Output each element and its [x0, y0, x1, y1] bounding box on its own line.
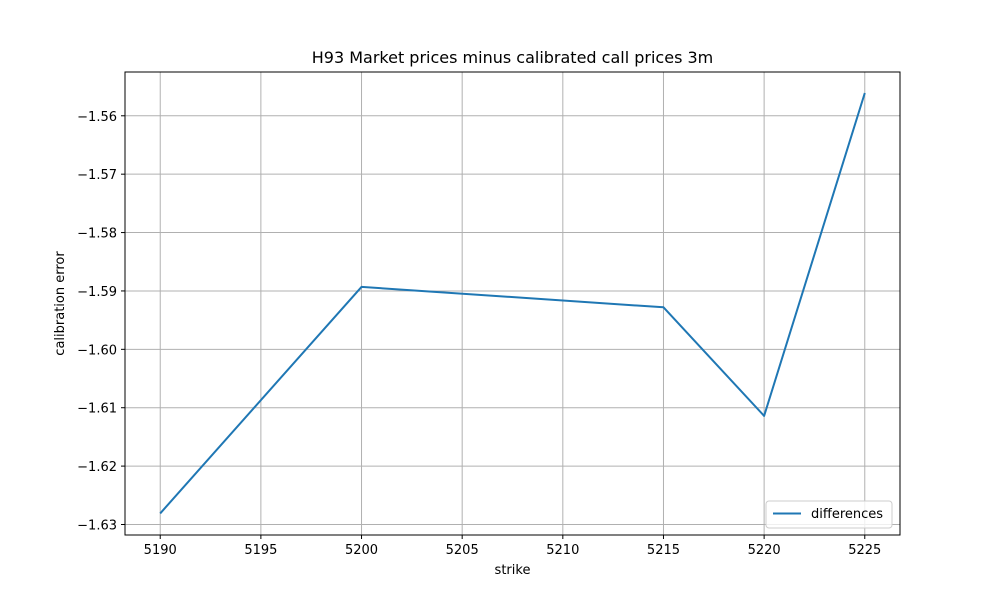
y-tick-label: −1.61 — [77, 402, 117, 417]
y-tick-label: −1.58 — [77, 227, 117, 242]
tick-layer: 5190 5195 5200 5205 5210 5215 5220 5225 −1.63 −1.… — [77, 110, 881, 558]
y-tick-label: −1.62 — [77, 460, 117, 475]
y-tick-label: −1.57 — [77, 168, 117, 183]
x-tick-label: 5190 — [144, 543, 177, 558]
x-tick-label: 5225 — [848, 543, 881, 558]
y-tick-label: −1.60 — [77, 343, 117, 358]
y-tick-label: −1.59 — [77, 285, 117, 300]
grid-layer — [125, 72, 900, 535]
x-axis-label: strike — [495, 563, 531, 578]
y-tick-label: −1.63 — [77, 518, 117, 533]
series-line-differences — [159, 92, 866, 515]
y-axis-label: calibration error — [53, 251, 68, 356]
x-tick-label: 5195 — [244, 543, 277, 558]
y-tick-label: −1.56 — [77, 110, 117, 125]
x-tick-label: 5220 — [748, 543, 781, 558]
legend-label: differences — [811, 507, 883, 522]
legend: differences — [765, 500, 893, 529]
x-tick-label: 5210 — [546, 543, 579, 558]
legend-box — [765, 500, 893, 529]
x-tick-label: 5205 — [446, 543, 479, 558]
x-tick-label: 5215 — [647, 543, 680, 558]
series-layer — [159, 92, 866, 515]
x-tick-label: 5200 — [345, 543, 378, 558]
plot-frame — [124, 71, 901, 536]
chart-title: H93 Market prices minus calibrated call … — [312, 48, 714, 67]
